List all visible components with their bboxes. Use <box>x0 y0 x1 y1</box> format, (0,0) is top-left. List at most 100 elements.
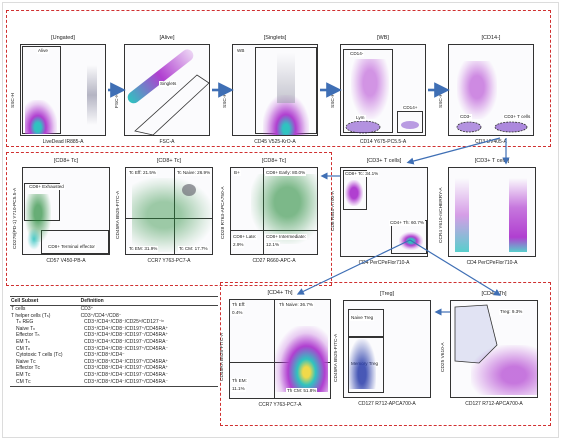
quad-label-cm: Tc CM: 17.7% <box>178 246 209 252</box>
y-axis-label: SSC-H <box>439 93 444 108</box>
plot-area: CD14- Lym CD14+ <box>340 44 426 136</box>
table-row: EM Tₕ CD3⁺/CD4⁺/CD8⁻/CD197⁻/CD45RA⁻ <box>10 339 218 346</box>
plot-area <box>448 167 536 257</box>
cells-green <box>251 174 317 244</box>
quad-label-eff: Tc Eff: 21.5% <box>128 170 157 176</box>
table-header: Cell Subset Definition <box>10 296 218 306</box>
table-row: T helper cells (Tₕ) CD3⁺/CD4⁺/CD8⁻ <box>10 313 218 320</box>
plot-area: CD8+ Tc: 34.1% CD4+ Th: 60.7% <box>340 167 428 257</box>
gate-naive-treg <box>348 309 384 337</box>
table-cell: CM Tᴄ <box>16 378 31 385</box>
table-cell: CD3⁺/CD4⁺/CD8⁻/CD197⁺/CD45RA⁺ <box>83 325 169 332</box>
plot-area: Treg: 9.3% <box>450 300 538 398</box>
x-axis-label: CD57 V450-PB-A <box>46 258 86 264</box>
x-axis-label: CCR7 Y763-PC7-A <box>258 402 302 408</box>
x-axis-label: CD27 R660-APC-A <box>252 258 296 264</box>
cells-blue <box>348 339 376 389</box>
quad-value-intermediate: 12.1% <box>265 242 281 248</box>
quad-label-em: Tc EM: 31.9% <box>128 246 159 252</box>
table-cell: EM Tₕ <box>16 338 30 345</box>
panel-title: [WB] <box>377 35 389 41</box>
gate-label-cd3pos: CD3+ T cells <box>503 114 532 120</box>
panel-title: [CD3+ T cells] <box>474 158 510 164</box>
panel-cd8tc-ccr7: [CD8+ Tc] Tc Eff: 21.5% Tc Naive: 26.9% … <box>116 158 213 264</box>
gate-cd8 <box>343 170 367 210</box>
y-axis-label: CD25 V610-A <box>441 342 446 372</box>
table-cell: Naive Tᴄ <box>16 358 36 365</box>
cells-cd14pos <box>401 121 419 129</box>
panel-title: [CD8+ Tc] <box>53 158 79 164</box>
panel-title: [CD14-] <box>481 35 501 41</box>
panel-singlets: [Singlets] WB CD45 V525-KrO-A SSC-H <box>223 35 318 145</box>
gate-label-cd3neg: CD3- <box>459 114 472 120</box>
panel-cd14neg: [CD14-] CD3- CD3+ T cells CD3 UV405-A SS… <box>439 35 534 145</box>
cells-cd14neg <box>351 59 389 119</box>
gate-terminal-effector <box>41 230 109 254</box>
panel-cd3t-ccr4: [CD3+ T cells] CD4 PerCPeFlor710-A CCR4 … <box>439 158 536 266</box>
panel-cd8tc-cd28: [CD8+ Tc] B+ CD8+ Early: 80.0% CD8+ Late… <box>221 158 318 264</box>
gate-treg <box>454 304 498 364</box>
gate-cd14pos <box>397 111 423 133</box>
table-cell: Naive Tₕ <box>16 325 36 332</box>
panel-cd4th-cd25: [CD4+ Th] Treg: 9.3% CD127 R712-APCA700-… <box>441 291 538 407</box>
plot-area: Alive <box>20 44 106 136</box>
panel-title: [CD4+ Th] <box>267 290 293 296</box>
y-axis-label: SSC-H <box>331 93 336 108</box>
table-cell: CD3⁺/CD4⁺/CD8⁻/CD197⁺/CD45RA⁻ <box>83 345 169 352</box>
table-row: Cytotoxic T cells (Tᴄ) CD3⁺/CD8⁺/CD4⁻ <box>10 352 218 359</box>
panel-title: [CD8+ Tc] <box>156 158 182 164</box>
x-axis-label: CD127 R712-APCA700-A <box>465 401 523 407</box>
dead-cells-streak <box>87 65 97 125</box>
plot-area: Naive Treg Memory Treg <box>343 300 431 398</box>
y-axis-label: FSC-H <box>115 93 120 108</box>
table-cell: CD3⁺/CD4⁺/CD8⁻/CD197⁻/CD45RA⁻ <box>83 338 169 345</box>
y-axis-label: SSC-H <box>11 93 16 108</box>
quad-line-v <box>174 168 175 254</box>
quad-label-late: CD8+ Late: <box>232 234 258 240</box>
table-cell: CD3⁺/CD8⁺/CD4⁻/CD197⁻/CD45RA⁻ <box>83 371 169 378</box>
x-axis-label: CD45 V525-KrO-A <box>254 139 296 145</box>
panel-ungated: [Ungated] Alive LiveDead IR885-A SSC-H <box>11 35 106 145</box>
cells-density <box>457 61 497 119</box>
panel-title: [Alive] <box>159 35 175 41</box>
quad-label-bplus: B+ <box>233 170 241 176</box>
x-axis-label: LiveDead IR885-A <box>42 139 84 145</box>
table-cell: Cytotoxic T cells (Tᴄ) <box>16 352 63 359</box>
table-row: Naive Tᴄ CD3⁺/CD8⁺/CD4⁻/CD197⁺/CD45RA⁺ <box>10 359 218 366</box>
plot-area: Singlets <box>124 44 210 136</box>
cells-naive-cluster <box>182 184 196 196</box>
y-axis-label: CD45RA B525-FITC-A <box>116 190 121 239</box>
quad-label-intermediate: CD8+ Intermediate: <box>265 234 307 240</box>
x-axis-label: CD14 Y675-PC5.5-A <box>359 139 407 145</box>
table-cell: Effector Tᴄ <box>16 365 40 372</box>
cells-streak <box>277 53 295 103</box>
table-cell: CD3⁺/CD8⁺/CD4⁻/CD197⁺/CD45RA⁻ <box>83 378 169 385</box>
quad-label-naive: Th Naive: 36.7% <box>278 302 314 308</box>
table-cell: CD3⁺/CD8⁺/CD4⁻ <box>83 352 125 359</box>
table-row: CM Tᴄ CD3⁺/CD8⁺/CD4⁻/CD197⁺/CD45RA⁻ <box>10 379 218 386</box>
table-cell: CM Tₕ <box>16 345 31 352</box>
quad-value-em: 11.1% <box>231 386 246 392</box>
table-row: Naive Tₕ CD3⁺/CD4⁺/CD8⁻/CD197⁺/CD45RA⁺ <box>10 326 218 333</box>
gate-label-cd14pos: CD14+ <box>402 105 419 111</box>
table-header-cell: Definition <box>80 298 104 304</box>
y-axis-label: CD279(PD-1) Y710-PC5.5-A <box>13 187 18 249</box>
gate-label-terminal-effector: CD8+ Terminal effector <box>47 244 96 250</box>
gates-cd3 <box>456 121 528 133</box>
gate-label-alive: Alive <box>37 48 49 54</box>
x-axis-label: CD127 R712-APCA700-A <box>358 401 416 407</box>
panel-treg: [Treg] Naive Treg Memory Treg CD127 R712… <box>334 291 431 407</box>
table-cell: T helper cells (Tₕ) <box>11 312 51 319</box>
panel-alive: [Alive] Singlets FSC-A FSC-H <box>115 35 210 145</box>
gate-label-cd14neg: CD14- <box>349 51 365 57</box>
cells-contours <box>274 326 328 392</box>
quad-label-naive: Tc Naive: 26.9% <box>176 170 212 176</box>
table-cell: CD3⁺/CD8⁺/CD4⁻/CD197⁺/CD45RA⁺ <box>83 358 169 365</box>
table-cell: CD3⁺/CD4⁺/CD8⁻/CD25ʰⁱ/CD127⁻ˡᵒ <box>83 319 164 326</box>
gate-label-cd8: CD8+ Tc: 34.1% <box>344 171 380 177</box>
y-axis-label: CD45RA B525-FITC-A <box>334 333 339 382</box>
cells-cd4 <box>399 232 423 250</box>
plot-area: Th Eff: 0.4% Th Naive: 36.7% Th EM: 11.1… <box>229 299 331 399</box>
table-header-cell: Cell Subset <box>11 298 39 304</box>
panel-cd3t-cd8: [CD3+ T cells] CD8+ Tc: 34.1% CD4+ Th: 6… <box>331 158 428 266</box>
